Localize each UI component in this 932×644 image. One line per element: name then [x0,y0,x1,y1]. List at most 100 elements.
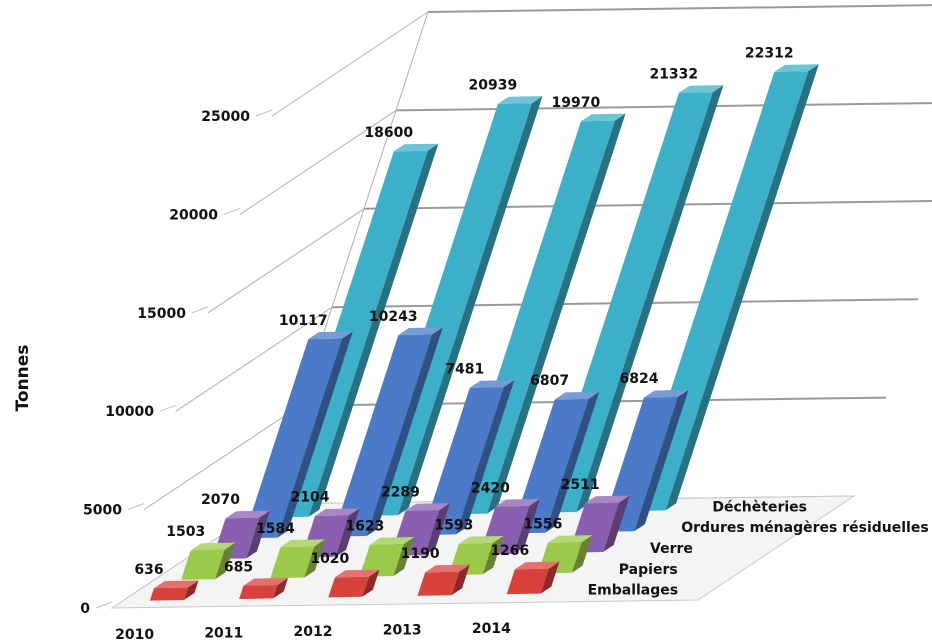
bar-side [634,389,689,532]
bar [239,577,288,599]
bar-side [545,391,600,533]
bar-side [246,510,271,559]
bar-side [362,569,380,597]
data-label: 10117 [279,313,328,329]
bar-top [547,535,593,543]
bar-top [425,564,470,573]
data-label: 1584 [256,521,295,537]
data-label: 2070 [201,492,240,508]
gridline-back [395,102,932,112]
bar-top [514,561,560,570]
gridline-side [207,208,365,314]
bar [270,539,325,579]
data-label: 636 [134,562,163,578]
gridline-side [239,109,397,215]
y-tick-label: 25000 [201,109,250,125]
y-tick-mark [191,306,209,314]
y-tick-mark [159,404,177,412]
bar [149,580,199,601]
gridline-side [143,405,301,511]
data-label: 1593 [434,517,473,533]
bar-side [304,539,325,578]
y-axis-title: Tonnes [13,345,33,412]
bar [506,561,560,595]
bar [181,542,236,580]
bar-front [417,571,460,596]
bar-top [495,498,540,507]
x-tick-label: 2011 [204,626,243,642]
bar-top [154,580,199,589]
bar-side [665,64,819,511]
bar-side [424,503,450,556]
bar-side [455,380,515,535]
bar-top [554,391,600,400]
bar-top [774,64,819,72]
bar-top [498,96,543,104]
data-label: 21332 [649,67,698,83]
bar-side [308,143,439,517]
data-label: 19970 [552,95,601,111]
bar-top [190,542,236,551]
bar-front [332,334,433,537]
series-axis-label: Papiers [619,562,678,578]
bar-top [369,537,415,545]
bar [332,327,443,537]
series-axis-label: Emballages [588,583,679,599]
bar-top [398,327,443,336]
bar-side [487,113,626,514]
data-label: 7481 [445,362,484,378]
data-label: 20939 [469,77,518,93]
bar-side [482,536,504,575]
bars [149,64,819,601]
bar-top [315,508,360,516]
y-tick-mark [127,503,145,511]
y-tick-label: 10000 [105,404,154,420]
bar-front [270,546,315,579]
bar-top [644,389,689,398]
bar-side [183,580,199,600]
bar-front [359,544,404,577]
x-tick-label: 2012 [294,624,333,640]
bar-top [280,539,325,548]
data-label: 10243 [369,309,418,325]
bar-side [393,537,415,576]
bar-front [421,387,504,535]
bar-side [277,331,353,538]
bar-side [366,327,443,536]
bar-side [603,495,630,552]
x-tick-label: 2013 [383,622,422,638]
data-label: 18600 [364,125,413,141]
bar-side [335,508,360,557]
bar-side [273,577,288,599]
bar [359,537,415,577]
bar-top [469,380,515,388]
y-tick-label: 15000 [137,306,186,322]
x-tick-label: 2014 [472,621,511,637]
y-tick-mark [255,109,273,117]
data-label: 1623 [345,518,384,534]
data-label: 6824 [619,371,658,387]
y-tick-label: 20000 [169,207,218,223]
series-axis-label: Ordures ménagères résiduelles [681,520,928,536]
bar-side [215,542,236,580]
data-label: 1556 [523,517,562,533]
bar-front [149,587,188,601]
data-label: 22312 [745,46,794,62]
bar [421,380,515,535]
data-label: 1020 [310,551,349,567]
series-axis-label: Verre [650,541,693,557]
bar-front [243,338,343,539]
bar-top [585,495,630,504]
bar-top [393,143,439,152]
y-tick-label: 5000 [83,503,122,519]
bar-top [308,331,353,340]
data-label: 1266 [490,543,529,559]
bar-top [678,85,724,93]
axes: 0 5000 10000 15000 20000 25000 2010 2011 2012 201… [80,109,928,643]
bar-side [513,498,540,554]
bar [417,564,470,596]
data-label: 2104 [290,490,329,506]
data-label: 2511 [561,477,600,493]
